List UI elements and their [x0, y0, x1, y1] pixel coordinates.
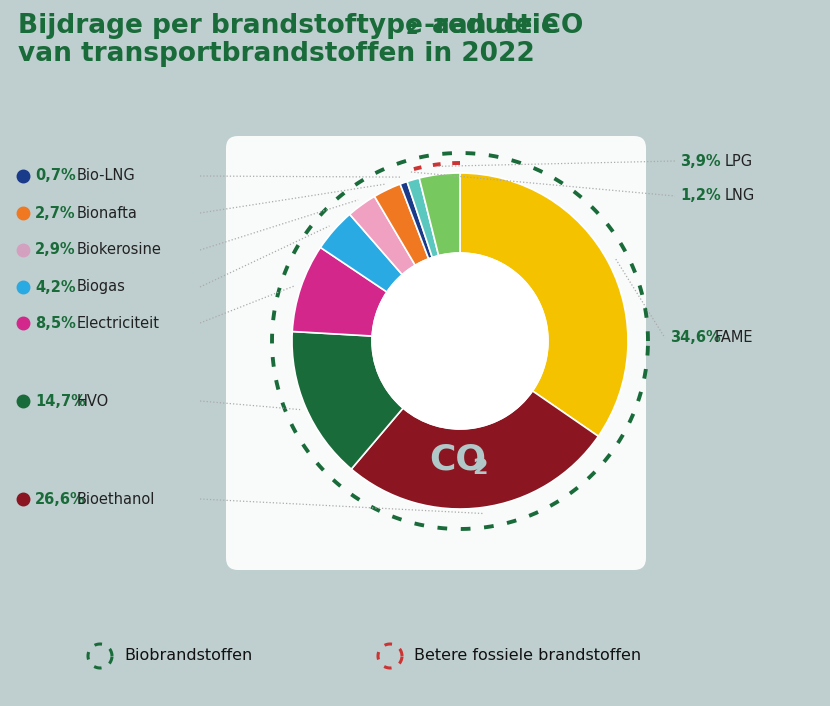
Wedge shape: [320, 215, 403, 292]
Wedge shape: [460, 173, 628, 436]
Text: Electriciteit: Electriciteit: [77, 316, 160, 330]
Text: 34,6%: 34,6%: [670, 330, 720, 345]
Wedge shape: [351, 391, 598, 509]
Circle shape: [372, 253, 548, 429]
Text: Betere fossiele brandstoffen: Betere fossiele brandstoffen: [414, 649, 641, 664]
Text: Biogas: Biogas: [77, 280, 126, 294]
Text: Bioethanol: Bioethanol: [77, 491, 155, 506]
Text: Biobrandstoffen: Biobrandstoffen: [124, 649, 252, 664]
Text: Bijdrage per brandstoftype aan de CO: Bijdrage per brandstoftype aan de CO: [18, 13, 583, 39]
Text: HVO: HVO: [77, 393, 110, 409]
Wedge shape: [292, 332, 403, 469]
Text: Biokerosine: Biokerosine: [77, 242, 162, 258]
Text: -reductie: -reductie: [415, 13, 559, 39]
Text: 26,6%: 26,6%: [35, 491, 85, 506]
Text: 2,9%: 2,9%: [35, 242, 76, 258]
Text: Bio-LNG: Bio-LNG: [77, 169, 136, 184]
Text: 2: 2: [472, 458, 488, 479]
Text: 0,7%: 0,7%: [35, 169, 76, 184]
FancyArrow shape: [416, 424, 504, 511]
Text: 8,5%: 8,5%: [35, 316, 76, 330]
Text: 3,9%: 3,9%: [680, 153, 720, 169]
Text: 4,2%: 4,2%: [35, 280, 76, 294]
Text: 1,2%: 1,2%: [680, 189, 720, 203]
Text: 2: 2: [406, 20, 418, 38]
Wedge shape: [374, 184, 428, 265]
FancyBboxPatch shape: [226, 136, 646, 570]
Text: CO: CO: [429, 443, 486, 477]
Text: FAME: FAME: [715, 330, 754, 345]
Text: LPG: LPG: [725, 153, 753, 169]
Wedge shape: [349, 196, 415, 275]
Text: LNG: LNG: [725, 189, 755, 203]
Wedge shape: [419, 173, 460, 256]
Wedge shape: [292, 247, 387, 336]
Wedge shape: [407, 178, 438, 258]
Text: 2,7%: 2,7%: [35, 205, 76, 220]
Text: Bionafta: Bionafta: [77, 205, 138, 220]
Text: van transportbrandstoffen in 2022: van transportbrandstoffen in 2022: [18, 41, 535, 67]
Wedge shape: [400, 181, 432, 259]
Text: 14,7%: 14,7%: [35, 393, 85, 409]
